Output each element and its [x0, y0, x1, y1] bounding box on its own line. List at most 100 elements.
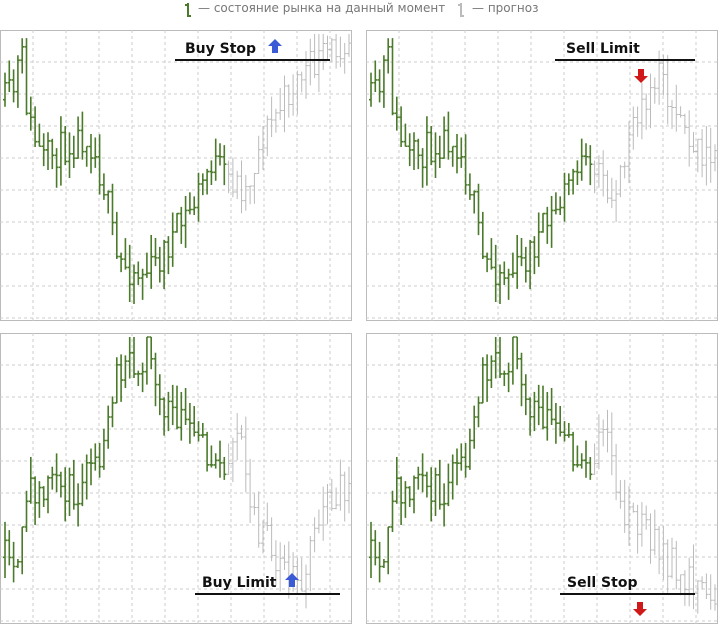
- price-bar: [20, 526, 25, 575]
- price-bar: [510, 336, 515, 385]
- price-bar: [28, 96, 33, 131]
- price-bar: [162, 397, 167, 436]
- price-bar: [106, 190, 111, 214]
- forecast-bar: [592, 443, 597, 475]
- price-bar: [498, 337, 502, 379]
- price-bar: [136, 261, 141, 285]
- price-bar: [101, 173, 106, 200]
- price-bar: [209, 160, 214, 185]
- forecast-bar: [278, 88, 283, 120]
- price-bar: [187, 403, 192, 444]
- price-bar: [46, 475, 50, 514]
- forecast-bar: [687, 110, 692, 167]
- price-bar: [101, 428, 106, 470]
- forecast-bar: [226, 443, 231, 475]
- price-bar: [15, 559, 20, 568]
- price-bar: [144, 336, 149, 385]
- forecast-bar: [695, 138, 700, 173]
- price-bar: [403, 123, 408, 148]
- price-bar: [175, 212, 179, 233]
- panel-frame: [366, 333, 718, 624]
- forecast-bar: [273, 108, 278, 133]
- price-bar: [24, 38, 29, 116]
- price-bar: [170, 212, 175, 267]
- forecast-bar: [639, 82, 644, 140]
- price-bar: [50, 138, 55, 170]
- forecast-bar: [325, 35, 330, 61]
- price-bar: [140, 362, 145, 393]
- price-bar: [493, 337, 498, 379]
- forecast-bar: [321, 34, 326, 70]
- price-bar: [394, 96, 399, 131]
- price-bar: [58, 116, 63, 186]
- price-bar: [424, 471, 429, 498]
- price-bar: [420, 148, 425, 188]
- price-bar: [84, 454, 89, 500]
- forecast-bar: [265, 502, 270, 531]
- forecast-bar: [665, 539, 670, 593]
- price-bar: [467, 173, 472, 200]
- price-bar: [67, 132, 72, 178]
- price-bar: [153, 237, 158, 267]
- forecast-bar: [273, 540, 278, 586]
- price-bar: [110, 183, 115, 236]
- price-bar: [553, 403, 558, 444]
- price-bar: [7, 60, 12, 92]
- price-bar: [502, 261, 507, 285]
- legend: — состояние рынка на данный момент — про…: [185, 1, 539, 17]
- price-bar: [63, 467, 68, 522]
- price-bar: [399, 106, 404, 147]
- forecast-bar: [691, 132, 696, 153]
- price-bar: [119, 252, 124, 273]
- price-bar: [472, 405, 477, 449]
- price-bar: [459, 443, 464, 471]
- price-bar: [463, 134, 468, 195]
- price-bar: [377, 69, 382, 103]
- price-bar: [218, 440, 222, 478]
- forecast-bar: [308, 38, 313, 86]
- price-bar: [442, 483, 447, 527]
- price-bar: [566, 423, 571, 438]
- price-bar: [562, 172, 567, 222]
- price-bar: [33, 476, 38, 526]
- price-bar: [200, 173, 205, 196]
- legend-icon-current: [185, 3, 191, 17]
- price-bar: [416, 466, 421, 490]
- price-bar: [476, 396, 481, 428]
- price-bar: [536, 212, 541, 267]
- legend-forecast: — прогноз: [472, 1, 539, 15]
- price-bar: [394, 456, 399, 504]
- price-bar: [579, 453, 584, 469]
- price-bar: [476, 183, 481, 236]
- forecast-bar: [239, 424, 244, 440]
- forecast-bar: [652, 77, 657, 104]
- price-bar: [149, 234, 154, 289]
- order-label: Buy Limit: [202, 575, 277, 591]
- price-bar: [166, 236, 171, 275]
- forecast-bar: [230, 157, 235, 198]
- price-bar: [493, 244, 498, 302]
- price-bar: [153, 352, 158, 407]
- price-bar: [205, 168, 210, 195]
- price-bar: [412, 475, 416, 514]
- chart-panel: Buy Stop: [0, 30, 352, 321]
- chart-panel: Sell Limit: [366, 30, 718, 321]
- forecast-bar: [713, 144, 717, 172]
- arrow-down: [634, 69, 648, 83]
- forecast-bar: [295, 557, 300, 594]
- forecast-bar: [269, 96, 274, 138]
- price-bar: [67, 467, 72, 517]
- price-bar: [584, 143, 588, 166]
- forecast-bar: [631, 502, 636, 513]
- price-bar: [433, 467, 438, 517]
- forecast-bar: [601, 419, 606, 447]
- legend-current: — состояние рынка на данный момент: [198, 1, 445, 15]
- forecast-bar: [252, 172, 257, 204]
- forecast-bar: [708, 574, 713, 610]
- order-label: Sell Limit: [566, 41, 640, 57]
- price-bar: [170, 384, 175, 426]
- forecast-bar: [678, 574, 683, 596]
- forecast-bar: [248, 458, 253, 523]
- forecast-bar: [661, 54, 666, 96]
- forecast-bar: [704, 126, 709, 186]
